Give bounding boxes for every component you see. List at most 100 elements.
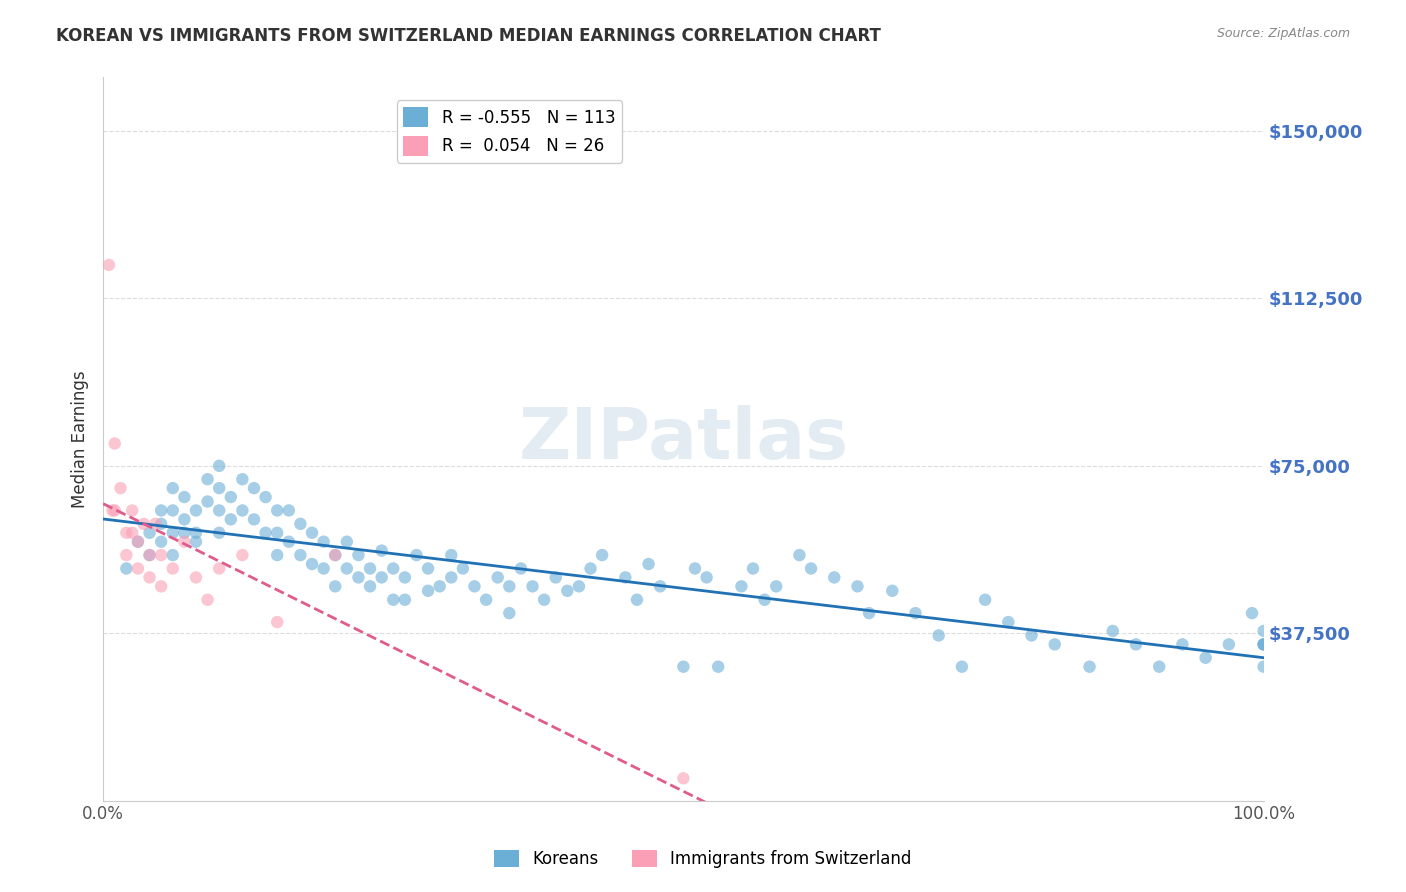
Point bbox=[1171, 637, 1194, 651]
Point bbox=[370, 543, 392, 558]
Point bbox=[416, 583, 439, 598]
Point bbox=[650, 579, 672, 593]
Point bbox=[382, 592, 405, 607]
Point bbox=[1147, 659, 1170, 673]
Point bbox=[312, 561, 335, 575]
Point bbox=[579, 561, 602, 575]
Point bbox=[173, 512, 195, 526]
Point bbox=[359, 561, 381, 575]
Point bbox=[823, 570, 845, 584]
Point bbox=[522, 579, 544, 593]
Point bbox=[243, 512, 266, 526]
Point bbox=[138, 548, 160, 562]
Point bbox=[1253, 637, 1275, 651]
Point bbox=[707, 659, 730, 673]
Point bbox=[277, 503, 299, 517]
Point bbox=[110, 481, 132, 495]
Point bbox=[591, 548, 613, 562]
Point bbox=[127, 561, 149, 575]
Y-axis label: Median Earnings: Median Earnings bbox=[72, 370, 89, 508]
Point bbox=[266, 503, 288, 517]
Point bbox=[231, 548, 253, 562]
Point bbox=[231, 503, 253, 517]
Point bbox=[101, 503, 124, 517]
Point bbox=[347, 570, 370, 584]
Point bbox=[312, 534, 335, 549]
Point bbox=[440, 570, 463, 584]
Point bbox=[997, 615, 1019, 629]
Point bbox=[150, 548, 173, 562]
Point bbox=[115, 548, 138, 562]
Point bbox=[486, 570, 509, 584]
Point bbox=[162, 481, 184, 495]
Point bbox=[1043, 637, 1066, 651]
Point bbox=[301, 525, 323, 540]
Point bbox=[323, 579, 346, 593]
Point bbox=[266, 615, 288, 629]
Point bbox=[544, 570, 567, 584]
Point bbox=[243, 481, 266, 495]
Point bbox=[323, 548, 346, 562]
Text: Source: ZipAtlas.com: Source: ZipAtlas.com bbox=[1216, 27, 1350, 40]
Point bbox=[184, 570, 207, 584]
Point bbox=[672, 659, 695, 673]
Point bbox=[882, 583, 904, 598]
Point bbox=[173, 490, 195, 504]
Point bbox=[254, 490, 277, 504]
Point bbox=[405, 548, 427, 562]
Text: KOREAN VS IMMIGRANTS FROM SWITZERLAND MEDIAN EARNINGS CORRELATION CHART: KOREAN VS IMMIGRANTS FROM SWITZERLAND ME… bbox=[56, 27, 882, 45]
Point bbox=[173, 534, 195, 549]
Point bbox=[290, 548, 312, 562]
Point bbox=[696, 570, 718, 584]
Point bbox=[150, 516, 173, 531]
Point bbox=[1021, 628, 1043, 642]
Point bbox=[626, 592, 648, 607]
Point bbox=[451, 561, 474, 575]
Point bbox=[498, 606, 520, 620]
Point bbox=[143, 516, 166, 531]
Point bbox=[121, 525, 143, 540]
Point bbox=[208, 458, 231, 473]
Point bbox=[1253, 637, 1275, 651]
Point bbox=[162, 525, 184, 540]
Point bbox=[440, 548, 463, 562]
Point bbox=[1253, 637, 1275, 651]
Point bbox=[132, 516, 155, 531]
Point bbox=[498, 579, 520, 593]
Point bbox=[127, 534, 149, 549]
Point bbox=[614, 570, 637, 584]
Point bbox=[104, 503, 127, 517]
Point bbox=[115, 561, 138, 575]
Point bbox=[115, 525, 138, 540]
Point bbox=[1194, 650, 1216, 665]
Legend: R = -0.555   N = 113, R =  0.054   N = 26: R = -0.555 N = 113, R = 0.054 N = 26 bbox=[396, 100, 621, 162]
Point bbox=[162, 561, 184, 575]
Point bbox=[904, 606, 927, 620]
Point bbox=[1253, 659, 1275, 673]
Point bbox=[754, 592, 776, 607]
Point bbox=[1253, 624, 1275, 638]
Point bbox=[789, 548, 811, 562]
Point bbox=[184, 525, 207, 540]
Point bbox=[950, 659, 973, 673]
Point bbox=[277, 534, 299, 549]
Point bbox=[1218, 637, 1240, 651]
Point bbox=[254, 525, 277, 540]
Point bbox=[208, 481, 231, 495]
Point bbox=[370, 570, 392, 584]
Point bbox=[800, 561, 823, 575]
Point bbox=[928, 628, 950, 642]
Point bbox=[104, 436, 127, 450]
Point bbox=[742, 561, 765, 575]
Point bbox=[197, 494, 219, 508]
Text: ZIPatlas: ZIPatlas bbox=[519, 405, 848, 474]
Point bbox=[219, 512, 242, 526]
Point bbox=[208, 525, 231, 540]
Point bbox=[336, 534, 359, 549]
Point bbox=[394, 592, 416, 607]
Point bbox=[184, 534, 207, 549]
Point bbox=[290, 516, 312, 531]
Point bbox=[197, 472, 219, 486]
Point bbox=[637, 557, 659, 571]
Point bbox=[1078, 659, 1101, 673]
